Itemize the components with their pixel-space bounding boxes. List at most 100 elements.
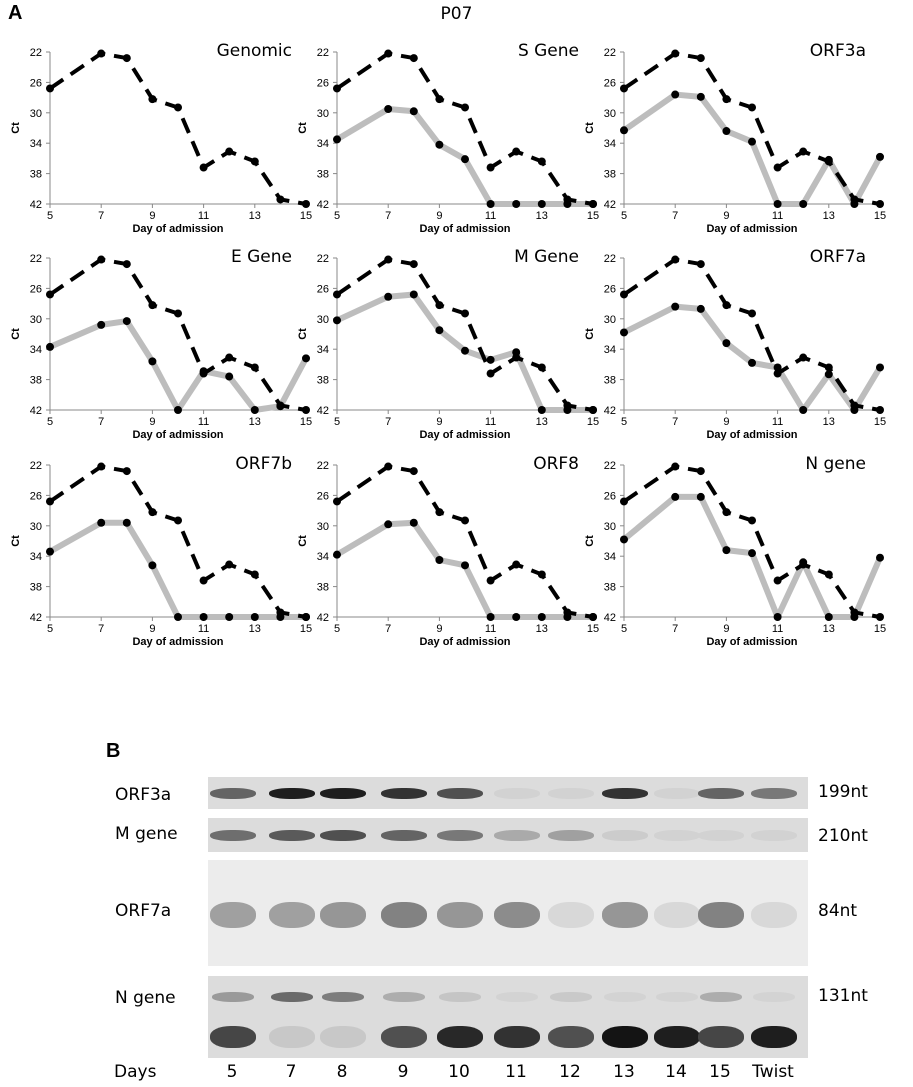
charts-panel-a: 22 26 30 34 38 42 5 7 9 11 13 15 Day of admission Ct G… xyxy=(10,41,886,648)
y-tick-label: 38 xyxy=(604,582,616,594)
data-point-dashed xyxy=(333,497,341,506)
data-point-dashed xyxy=(225,560,234,569)
data-point-dashed xyxy=(696,260,705,269)
gel-band xyxy=(437,830,483,841)
y-axis-label: Ct xyxy=(584,535,596,547)
y-tick-label: 42 xyxy=(317,612,329,624)
gel-band xyxy=(210,788,256,799)
data-point-dashed xyxy=(589,406,597,414)
data-point-dashed xyxy=(46,84,54,93)
data-point-grey xyxy=(486,355,495,364)
data-point-grey xyxy=(876,363,884,372)
y-tick-label: 22 xyxy=(604,253,616,265)
x-tick-label: 15 xyxy=(300,416,312,428)
x-tick-label: 9 xyxy=(723,416,729,428)
gel-band-upper xyxy=(550,992,592,1002)
x-tick-label: 5 xyxy=(334,623,340,635)
gel-band xyxy=(210,1026,256,1048)
gel-band xyxy=(602,830,648,841)
y-tick-label: 34 xyxy=(30,138,42,150)
x-tick-label: 7 xyxy=(98,416,104,428)
data-point-dashed xyxy=(225,147,234,156)
days-label: Days xyxy=(114,1062,157,1082)
y-tick-label: 42 xyxy=(317,199,329,211)
gel-band xyxy=(654,902,700,928)
x-tick-label: 5 xyxy=(334,210,340,222)
gel-row-label: M gene xyxy=(115,824,178,844)
x-tick-label: 15 xyxy=(587,416,599,428)
data-point-dashed xyxy=(671,255,680,264)
series-line-grey xyxy=(622,303,883,413)
gel-band xyxy=(437,1026,483,1048)
gel-band xyxy=(320,830,366,841)
data-point-dashed xyxy=(122,260,131,269)
lane-label: 8 xyxy=(336,1062,348,1082)
gel-band-upper xyxy=(271,992,313,1002)
y-tick-label: 34 xyxy=(604,138,616,150)
gel-band-upper xyxy=(496,992,538,1002)
y-tick-label: 26 xyxy=(604,490,616,502)
y-tick-label: 34 xyxy=(30,344,42,356)
data-point-grey xyxy=(225,613,234,621)
x-tick-label: 7 xyxy=(385,210,391,222)
y-axis-label: Ct xyxy=(10,328,22,340)
data-point-dashed xyxy=(563,608,572,617)
data-point-dashed xyxy=(276,195,285,204)
lane-label: 10 xyxy=(448,1062,470,1082)
data-point-grey xyxy=(824,370,833,379)
data-point-grey xyxy=(671,492,680,501)
data-point-grey xyxy=(773,363,782,372)
gel-band xyxy=(381,902,427,928)
x-tick-label: 7 xyxy=(672,210,678,222)
data-point-dashed xyxy=(409,467,418,476)
x-tick-label: 11 xyxy=(772,416,783,428)
x-tick-label: 15 xyxy=(587,623,599,635)
x-tick-label: 9 xyxy=(723,210,729,222)
data-point-grey xyxy=(876,553,884,562)
chart-5: 22 26 30 34 38 42 5 7 9 11 13 15 Day of admission Ct M… xyxy=(297,247,599,441)
x-tick-label: 15 xyxy=(300,210,312,222)
gel-band xyxy=(548,788,594,799)
gel-band-upper xyxy=(383,992,425,1002)
x-axis-label: Day of admission xyxy=(132,223,223,235)
x-tick-label: 13 xyxy=(823,623,835,635)
gel-strip xyxy=(208,976,808,1058)
y-axis-label: Ct xyxy=(10,535,22,547)
y-tick-label: 26 xyxy=(604,77,616,89)
x-axis-label: Day of admission xyxy=(132,636,223,648)
gel-band xyxy=(210,902,256,928)
data-point-grey xyxy=(773,200,782,208)
data-point-dashed xyxy=(384,49,393,58)
x-tick-label: 9 xyxy=(149,416,155,428)
data-point-dashed xyxy=(225,353,234,362)
data-point-dashed xyxy=(384,255,393,264)
lane-label: 7 xyxy=(285,1062,297,1082)
y-axis-label: Ct xyxy=(297,535,309,547)
y-tick-label: 26 xyxy=(30,77,42,89)
data-point-grey xyxy=(97,320,106,329)
data-point-dashed xyxy=(850,195,859,204)
lane-label: 14 xyxy=(665,1062,687,1082)
data-point-dashed xyxy=(148,301,157,310)
y-tick-label: 42 xyxy=(604,405,616,417)
data-point-dashed xyxy=(174,516,182,525)
data-point-grey xyxy=(250,406,259,414)
x-tick-label: 7 xyxy=(672,623,678,635)
series-line-grey xyxy=(335,291,593,413)
data-point-dashed xyxy=(486,369,495,378)
y-tick-label: 38 xyxy=(317,169,329,181)
data-point-dashed xyxy=(512,147,521,156)
gel-band xyxy=(494,830,540,841)
data-point-grey xyxy=(384,292,393,301)
data-point-grey xyxy=(122,317,131,326)
chart-1: 22 26 30 34 38 42 5 7 9 11 13 15 Day of admission Ct G… xyxy=(10,41,312,235)
gel-band xyxy=(548,902,594,928)
x-tick-label: 11 xyxy=(198,210,209,222)
data-point-dashed xyxy=(276,401,285,410)
data-point-dashed xyxy=(97,255,106,264)
y-tick-label: 34 xyxy=(30,551,42,563)
data-point-grey xyxy=(384,105,393,113)
gel-size-label: 199nt xyxy=(818,782,868,802)
gel-size-label: 131nt xyxy=(818,986,868,1006)
gel-strip xyxy=(208,777,808,809)
